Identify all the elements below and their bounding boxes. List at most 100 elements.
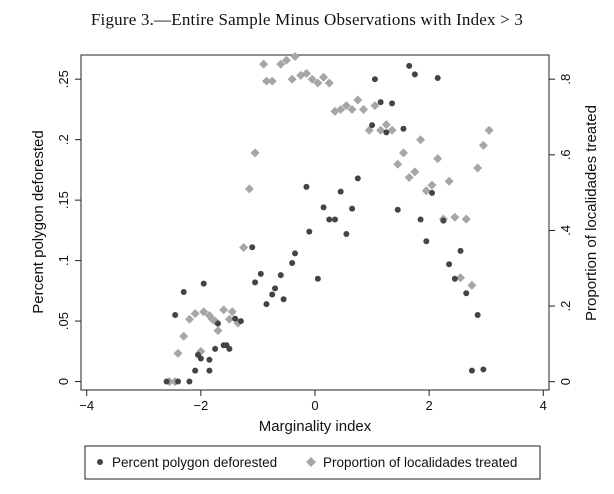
deforested-point [272,285,279,292]
left-y-tick-label: .25 [56,70,71,88]
figure-title: Figure 3.—Entire Sample Minus Observatio… [90,10,524,29]
deforested-point [277,272,284,279]
treated-point [404,173,414,183]
treated-point [213,326,223,336]
treated-point [359,104,369,114]
deforested-point [163,378,170,385]
series-deforested [163,62,487,385]
deforested-point [326,216,333,223]
right-y-axis-title: Proportion of localidades treated [583,105,600,321]
treated-point [416,135,426,145]
treated-point [190,309,200,319]
deforested-point [280,296,287,303]
deforested-point [331,216,338,223]
left-y-tick-label: .2 [56,134,71,145]
x-tick-label: −4 [79,398,94,413]
right-y-tick-label: .2 [558,301,573,312]
deforested-point [249,244,256,251]
deforested-point [292,250,299,257]
left-y-tick-label: .05 [56,312,71,330]
deforested-point [371,76,378,83]
deforested-point [400,125,407,132]
deforested-point [192,367,199,374]
treated-point [287,74,297,84]
deforested-point [480,366,487,373]
treated-point [381,120,391,130]
deforested-point [354,175,361,182]
treated-point [261,76,271,86]
treated-point [173,348,183,358]
treated-point [301,69,311,79]
right-y-tick-label: .4 [558,225,573,236]
legend: Percent polygon deforested Proportion of… [84,445,541,480]
right-y-tick-label: .8 [558,74,573,85]
deforested-point [172,312,179,319]
deforested-point [411,71,418,78]
deforested-point [269,291,276,298]
treated-point [370,101,380,111]
treated-point [336,104,346,114]
treated-point [267,76,277,86]
deforested-point [383,129,390,136]
legend-marker-treated [306,457,316,467]
deforested-point [206,356,213,363]
treated-point [353,95,363,105]
treated-point [393,159,403,169]
deforested-point [457,247,464,254]
deforested-point [434,74,441,81]
deforested-point [186,378,193,385]
left-y-axis: 0 .05 .1 .15 .2 .25 [56,70,81,385]
treated-point [307,74,317,84]
treated-point [444,176,454,186]
deforested-point [446,261,453,268]
treated-point [324,78,334,88]
treated-point [259,59,269,69]
deforested-point [369,122,376,129]
right-y-axis: 0 .2 .4 .6 .8 [549,74,573,385]
deforested-point [343,230,350,237]
deforested-point [303,183,310,190]
deforested-point [212,345,219,352]
deforested-point [377,99,384,106]
deforested-point [252,279,259,286]
deforested-point [289,260,296,267]
deforested-point [463,290,470,297]
treated-point [199,307,209,317]
deforested-point [320,204,327,211]
treated-point [461,214,471,224]
treated-point [313,78,323,88]
treated-point [319,72,329,82]
deforested-point [440,217,447,224]
treated-point [281,55,291,65]
deforested-point [200,280,207,287]
deforested-point [468,367,475,374]
series-layer [163,52,494,387]
treated-point [421,186,431,196]
treated-point [473,163,483,173]
deforested-point [237,318,244,325]
treated-point [387,125,397,135]
treated-point [450,212,460,222]
deforested-point [257,270,264,277]
treated-point [456,273,466,283]
deforested-point [214,320,221,327]
deforested-point [349,205,356,212]
treated-point [410,167,420,177]
treated-point [244,184,254,194]
treated-point [219,305,229,315]
deforested-point [394,206,401,213]
treated-point [239,242,249,252]
x-tick-label: 4 [540,398,547,413]
deforested-point [389,100,396,107]
x-tick-label: 0 [311,398,318,413]
deforested-point [226,345,233,352]
treated-point [179,331,189,341]
x-axis: −4 −2 0 2 4 [79,390,547,413]
deforested-point [406,62,413,69]
deforested-point [314,275,321,282]
x-tick-label: 2 [426,398,433,413]
treated-point [290,52,300,62]
series-treated [164,52,494,387]
deforested-point [206,367,213,374]
deforested-point [197,355,204,362]
